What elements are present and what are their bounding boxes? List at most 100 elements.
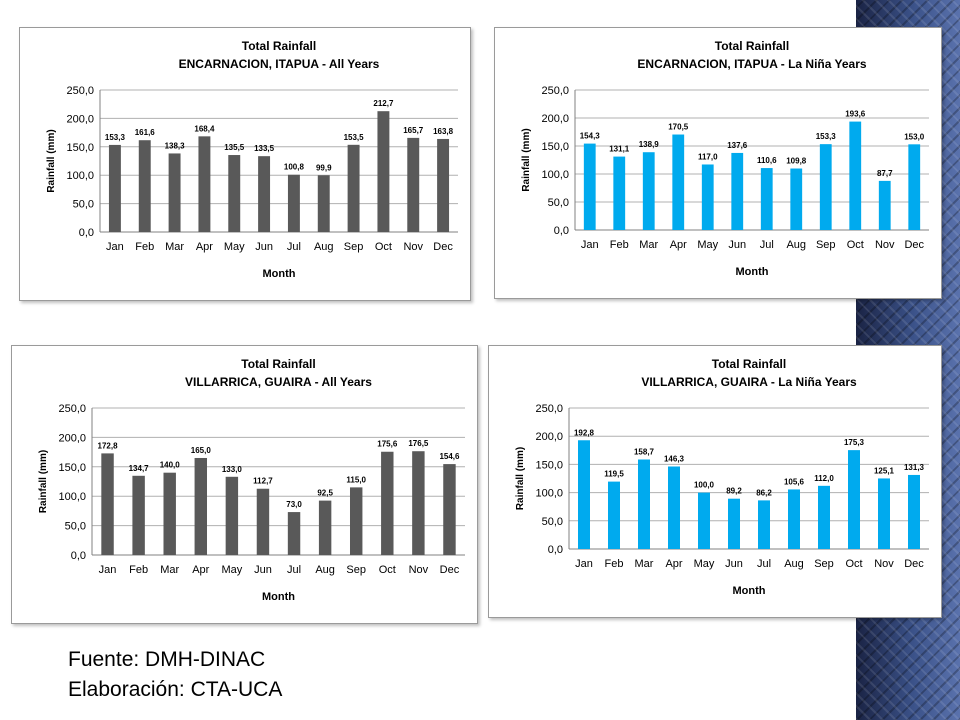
y-tick-label: 150,0 xyxy=(541,141,569,153)
bar xyxy=(583,143,596,230)
bar-value-label: 119,5 xyxy=(604,470,624,479)
x-tick-label: Nov xyxy=(875,239,895,251)
bar-value-label: 192,8 xyxy=(574,428,595,437)
bar xyxy=(790,168,803,230)
bar-value-label: 109,8 xyxy=(786,157,807,166)
bar-value-label: 100,0 xyxy=(694,481,715,490)
y-tick-label: 100,0 xyxy=(535,488,563,500)
bar-value-label: 133,0 xyxy=(222,465,243,474)
x-tick-label: Dec xyxy=(440,564,460,576)
chart-encarnacion-all: Total Rainfall ENCARNACION, ITAPUA - All … xyxy=(46,39,458,280)
bar-value-label: 168,4 xyxy=(194,124,215,133)
x-axis-label: Month xyxy=(733,585,766,597)
bar xyxy=(613,156,626,230)
y-axis-label: Rainfall (mm) xyxy=(521,128,532,191)
bar-value-label: 175,3 xyxy=(844,438,865,447)
y-axis-label: Rainfall (mm) xyxy=(515,447,526,510)
x-tick-label: Dec xyxy=(904,558,924,570)
bar xyxy=(672,134,685,230)
bar-value-label: 161,6 xyxy=(135,128,156,137)
bar xyxy=(198,136,211,232)
y-tick-label: 100,0 xyxy=(66,170,94,182)
chart-encarnacion-nina: Total Rainfall ENCARNACION, ITAPUA - La N… xyxy=(521,39,929,278)
bar xyxy=(287,174,300,232)
x-tick-label: Aug xyxy=(315,564,335,576)
bar xyxy=(194,457,208,555)
bar xyxy=(760,168,773,230)
x-tick-label: Jun xyxy=(254,564,272,576)
x-tick-label: Apr xyxy=(670,239,687,251)
bar xyxy=(818,485,830,549)
bar-value-label: 110,6 xyxy=(757,156,777,165)
x-tick-label: Feb xyxy=(605,558,624,570)
bar-value-label: 135,5 xyxy=(224,143,245,152)
bar xyxy=(318,500,332,555)
bar xyxy=(108,144,121,232)
bar xyxy=(407,137,420,232)
y-tick-label: 250,0 xyxy=(66,85,94,97)
y-tick-label: 250,0 xyxy=(58,403,86,415)
bar xyxy=(698,492,710,549)
source-caption: Fuente: DMH-DINAC xyxy=(68,648,266,671)
x-tick-label: Mar xyxy=(165,241,184,253)
x-tick-label: May xyxy=(221,564,242,576)
x-tick-label: Mar xyxy=(160,564,179,576)
x-axis-label: Month xyxy=(262,591,295,603)
bar xyxy=(668,466,680,549)
chart-villarrica-all: Total Rainfall VILLARRICA, GUAIRA - All Y… xyxy=(38,357,465,603)
y-tick-label: 250,0 xyxy=(541,85,569,97)
bar xyxy=(878,478,890,549)
bar-value-label: 138,9 xyxy=(639,140,660,149)
bar-value-label: 131,3 xyxy=(904,463,925,472)
bar xyxy=(443,464,456,555)
x-tick-label: Jun xyxy=(728,239,746,251)
bar-value-label: 137,6 xyxy=(727,141,748,150)
bar-value-label: 153,5 xyxy=(344,133,365,142)
x-tick-label: Dec xyxy=(904,239,924,251)
y-tick-label: 150,0 xyxy=(66,142,94,154)
x-tick-label: Jul xyxy=(757,558,771,570)
y-tick-label: 50,0 xyxy=(542,516,563,528)
author-caption: Elaboración: CTA-UCA xyxy=(68,678,283,701)
x-tick-label: Mar xyxy=(635,558,654,570)
y-tick-label: 100,0 xyxy=(541,169,569,181)
x-tick-label: Jul xyxy=(760,239,774,251)
bar-value-label: 99,9 xyxy=(316,163,332,172)
chart-subtitle: ENCARNACION, ITAPUA - La Niña Years xyxy=(637,57,866,71)
chart-title: Total Rainfall xyxy=(242,39,316,53)
chart-panel-villarrica-all: Total Rainfall VILLARRICA, GUAIRA - All Y… xyxy=(11,345,478,624)
y-tick-label: 0,0 xyxy=(548,544,563,556)
x-tick-label: Feb xyxy=(129,564,148,576)
bar xyxy=(101,453,114,555)
bar xyxy=(228,155,241,232)
bar-value-label: 100,8 xyxy=(284,163,305,172)
x-tick-label: Jan xyxy=(106,241,124,253)
x-tick-label: Sep xyxy=(816,239,836,251)
y-axis-label: Rainfall (mm) xyxy=(38,450,49,513)
x-tick-label: Nov xyxy=(403,241,423,253)
y-tick-label: 50,0 xyxy=(73,199,94,211)
x-tick-label: Sep xyxy=(814,558,834,570)
x-tick-label: Jan xyxy=(99,564,117,576)
bar xyxy=(437,138,450,232)
bar xyxy=(381,451,394,555)
x-tick-label: Feb xyxy=(135,241,154,253)
bar-value-label: 170,5 xyxy=(668,123,689,132)
chart-panel-encarnacion-all: Total Rainfall ENCARNACION, ITAPUA - All … xyxy=(19,27,471,301)
bar-value-label: 193,6 xyxy=(845,110,866,119)
bar xyxy=(701,164,714,230)
x-tick-label: May xyxy=(694,558,715,570)
y-tick-label: 200,0 xyxy=(66,113,94,125)
bar-value-label: 176,5 xyxy=(408,439,429,448)
bar xyxy=(638,459,650,549)
chart-panel-encarnacion-nina: Total Rainfall ENCARNACION, ITAPUA - La N… xyxy=(494,27,942,299)
x-tick-label: Aug xyxy=(786,239,806,251)
x-tick-label: May xyxy=(224,241,245,253)
bar-value-label: 105,6 xyxy=(784,477,805,486)
x-tick-label: Mar xyxy=(639,239,658,251)
bar-value-label: 140,0 xyxy=(160,461,181,470)
x-tick-label: Jan xyxy=(575,558,593,570)
bar-value-label: 158,7 xyxy=(634,447,655,456)
bar-value-label: 112,0 xyxy=(814,474,834,483)
x-tick-label: Oct xyxy=(847,239,864,251)
